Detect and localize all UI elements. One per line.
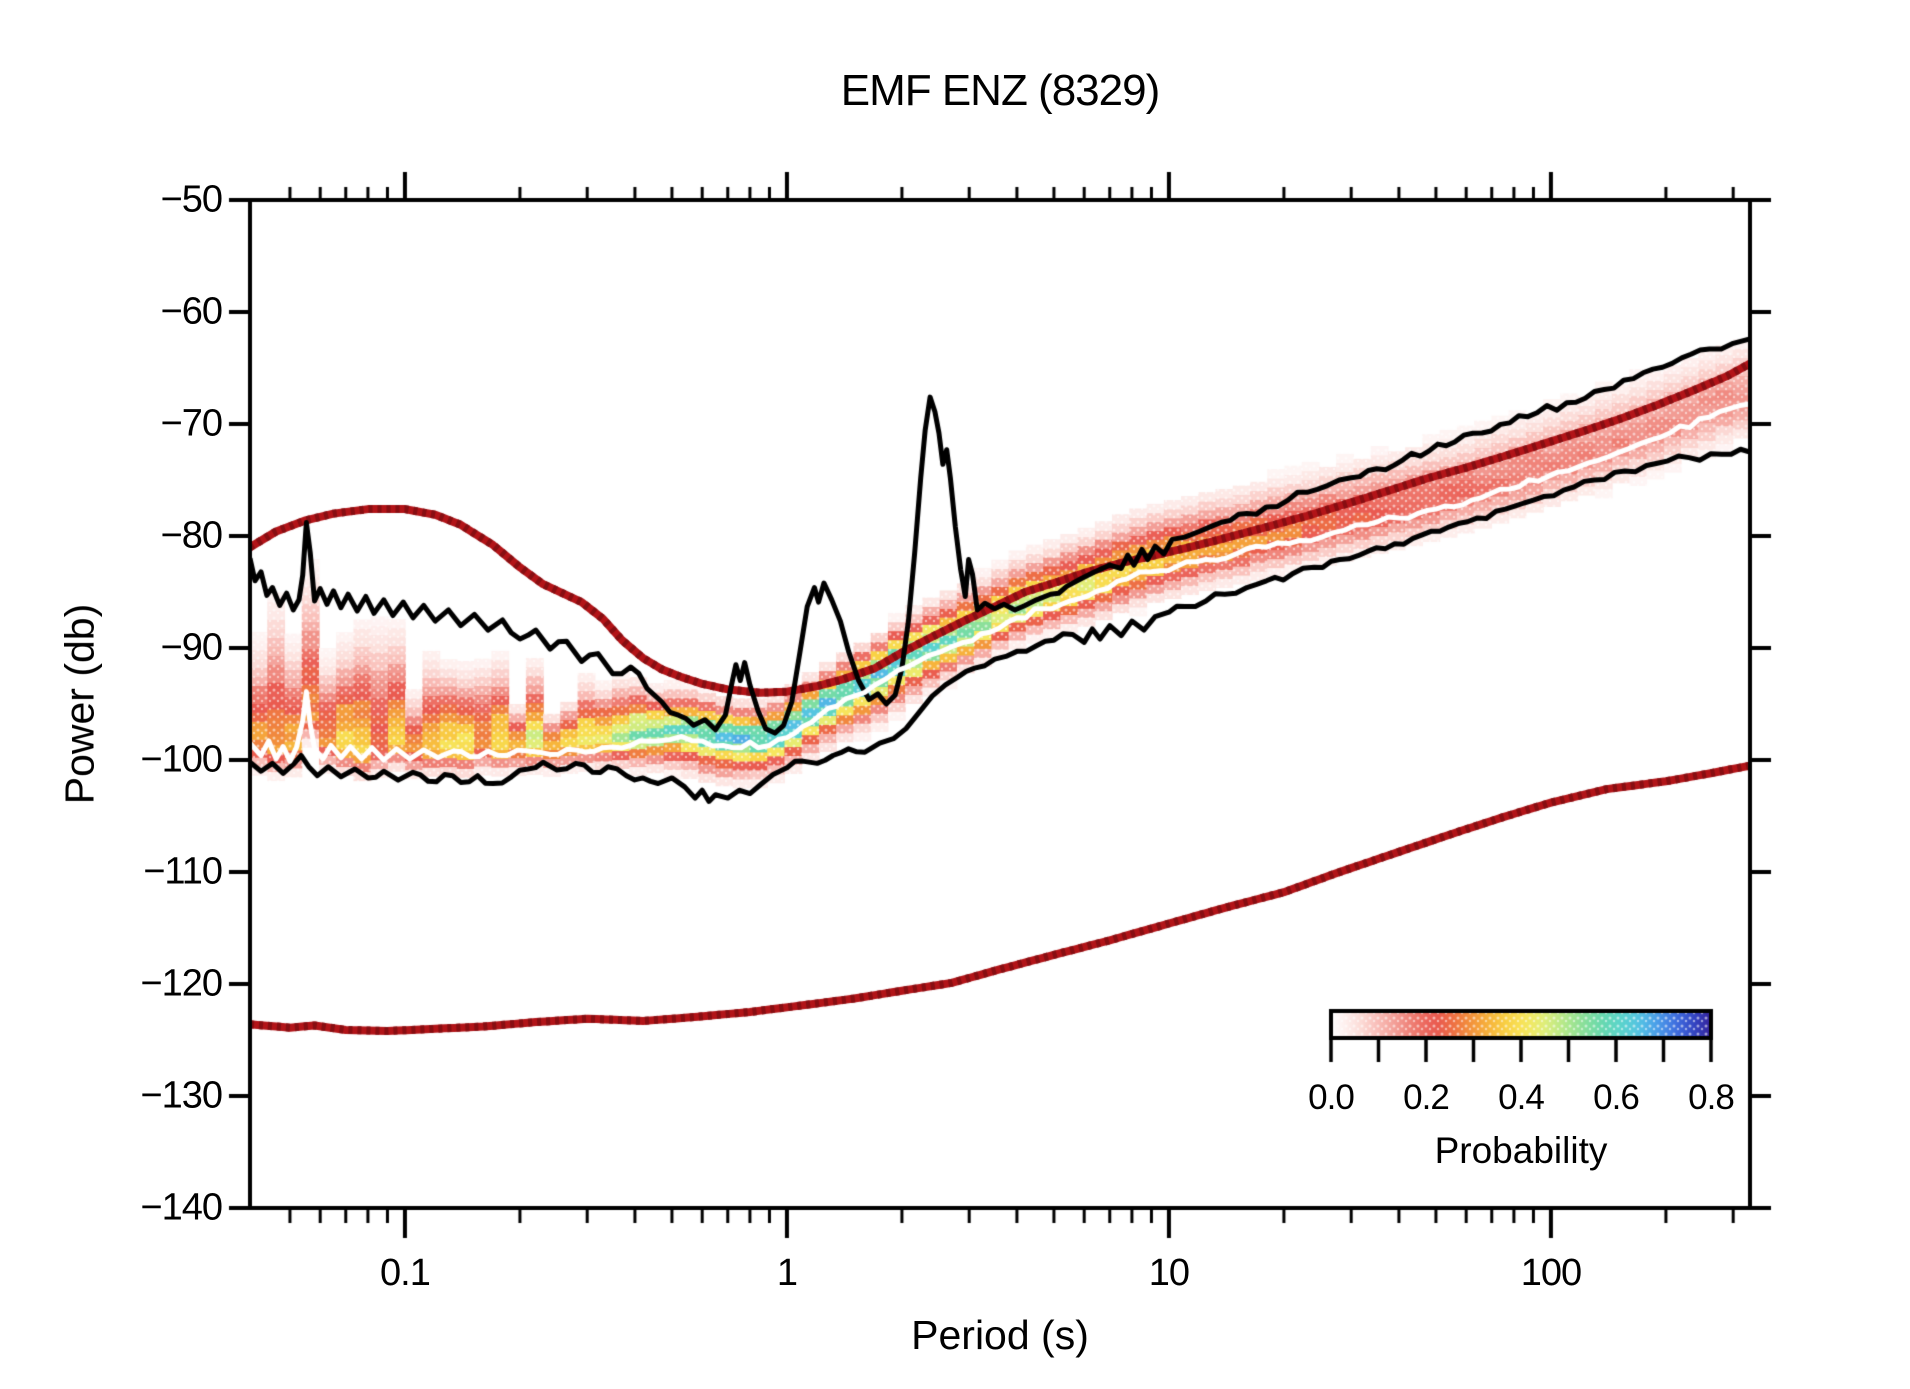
x-tick-label: 0.1 (380, 1252, 431, 1294)
y-tick-label: −100 (140, 738, 223, 781)
colorbar-tick-label: 0.4 (1498, 1078, 1545, 1117)
y-tick-label: −60 (160, 290, 223, 333)
y-tick-label: −50 (160, 178, 223, 221)
y-tick-label: −80 (160, 514, 223, 557)
x-tick-label: 10 (1148, 1252, 1190, 1294)
x-tick-label: 100 (1520, 1252, 1582, 1294)
x-axis-label: Period (s) (911, 1312, 1089, 1358)
chart-title: EMF ENZ (8329) (840, 66, 1161, 115)
colorbar-label: Probability (1434, 1130, 1608, 1171)
y-tick-label: −110 (143, 850, 223, 893)
colorbar-tick-label: 0.0 (1308, 1078, 1355, 1117)
y-tick-label: −140 (140, 1186, 223, 1229)
colorbar-tick-label: 0.6 (1593, 1078, 1640, 1117)
y-tick-label: −90 (160, 626, 223, 669)
y-tick-label: −120 (140, 962, 223, 1005)
y-tick-label: −70 (160, 402, 223, 445)
colorbar-tick-label: 0.2 (1403, 1078, 1450, 1117)
colorbar-tick-label: 0.8 (1688, 1078, 1735, 1117)
y-tick-label: −130 (140, 1074, 223, 1117)
x-tick-label: 1 (776, 1252, 798, 1294)
